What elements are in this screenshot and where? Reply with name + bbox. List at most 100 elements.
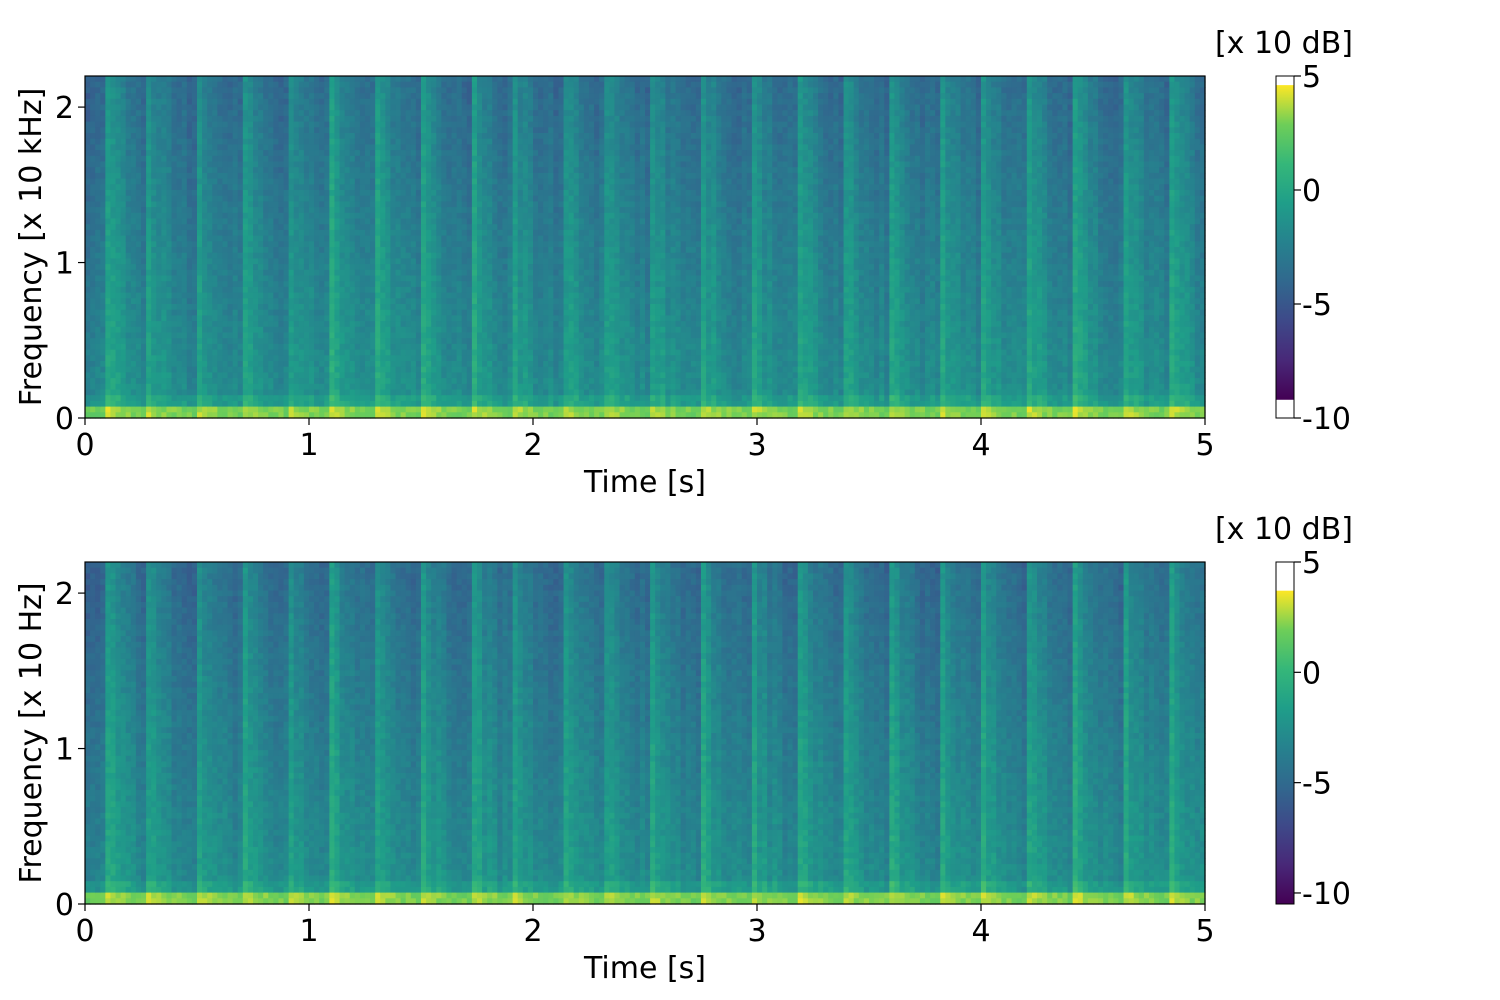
spectrogram-cell bbox=[100, 378, 106, 384]
spectrogram-cell bbox=[177, 384, 183, 390]
spectrogram-cell bbox=[319, 127, 325, 133]
spectrogram-cell bbox=[273, 179, 279, 185]
spectrogram-cell bbox=[284, 401, 290, 407]
spectrogram-cell bbox=[467, 139, 473, 145]
spectrogram-cell bbox=[161, 184, 167, 190]
spectrogram-cell bbox=[268, 247, 274, 253]
spectrogram-cell bbox=[375, 144, 381, 150]
spectrogram-cell bbox=[151, 105, 157, 111]
spectrogram-cell bbox=[334, 184, 340, 190]
spectrogram-cell bbox=[319, 298, 325, 304]
spectrogram-cell bbox=[182, 310, 188, 316]
spectrogram-cell bbox=[110, 367, 116, 373]
spectrogram-cell bbox=[284, 133, 290, 139]
spectrogram-cell bbox=[126, 241, 132, 247]
spectrogram-cell bbox=[222, 110, 228, 116]
spectrogram-cell bbox=[95, 315, 101, 321]
spectrogram-cell bbox=[202, 258, 208, 264]
spectrogram-cell bbox=[95, 150, 101, 156]
spectrogram-cell bbox=[110, 355, 116, 361]
spectrogram-cell bbox=[385, 201, 391, 207]
spectrogram-cell bbox=[421, 105, 427, 111]
spectrogram-cell bbox=[273, 350, 279, 356]
spectrogram-cell bbox=[192, 127, 198, 133]
spectrogram-cell bbox=[131, 384, 137, 390]
spectrogram-cell bbox=[187, 87, 193, 93]
spectrogram-cell bbox=[472, 361, 478, 367]
spectrogram-cell bbox=[426, 310, 432, 316]
spectrogram-cell bbox=[105, 276, 111, 282]
spectrogram-cell bbox=[207, 224, 213, 230]
spectrogram-cell bbox=[477, 287, 483, 293]
spectrogram-cell bbox=[365, 287, 371, 293]
spectrogram-cell bbox=[462, 321, 468, 327]
spectrogram-cell bbox=[370, 281, 376, 287]
spectrogram-cell bbox=[446, 247, 452, 253]
spectrogram-cell bbox=[100, 258, 106, 264]
spectrogram-cell bbox=[385, 344, 391, 350]
spectrogram-cell bbox=[340, 350, 346, 356]
spectrogram-cell bbox=[426, 395, 432, 401]
spectrogram-cell bbox=[278, 110, 284, 116]
spectrogram-cell bbox=[334, 401, 340, 407]
spectrogram-cell bbox=[238, 105, 244, 111]
spectrogram-cell bbox=[294, 361, 300, 367]
spectrogram-cell bbox=[248, 241, 254, 247]
spectrogram-cell bbox=[446, 190, 452, 196]
spectrogram-cell bbox=[95, 344, 101, 350]
spectrogram-cell bbox=[340, 236, 346, 242]
spectrogram-cell bbox=[151, 310, 157, 316]
spectrogram-cell bbox=[487, 150, 493, 156]
spectrogram-cell bbox=[116, 338, 122, 344]
spectrogram-cell bbox=[350, 253, 356, 259]
spectrogram-cell bbox=[253, 321, 259, 327]
spectrogram-cell bbox=[156, 162, 162, 168]
spectrogram-cell bbox=[360, 196, 366, 202]
spectrogram-cell bbox=[100, 230, 106, 236]
spectrogram-cell bbox=[411, 122, 417, 128]
spectrogram-cell bbox=[477, 253, 483, 259]
spectrogram-cell bbox=[467, 99, 473, 105]
spectrogram-cell bbox=[289, 270, 295, 276]
spectrogram-cell bbox=[360, 179, 366, 185]
spectrogram-cell bbox=[258, 87, 264, 93]
spectrogram-cell bbox=[177, 219, 183, 225]
spectrogram-cell bbox=[375, 264, 381, 270]
spectrogram-cell bbox=[309, 82, 315, 88]
spectrogram-cell bbox=[401, 150, 407, 156]
spectrogram-cell bbox=[452, 287, 458, 293]
spectrogram-cell bbox=[100, 367, 106, 373]
spectrogram-cell bbox=[187, 264, 193, 270]
spectrogram-cell bbox=[396, 196, 402, 202]
spectrogram-cell bbox=[217, 110, 223, 116]
spectrogram-cell bbox=[319, 87, 325, 93]
spectrogram-cell bbox=[294, 201, 300, 207]
spectrogram-cell bbox=[502, 372, 508, 378]
spectrogram-cell bbox=[192, 258, 198, 264]
spectrogram-cell bbox=[151, 372, 157, 378]
spectrogram-cell bbox=[151, 99, 157, 105]
spectrogram-cell bbox=[289, 395, 295, 401]
spectrogram-cell bbox=[329, 162, 335, 168]
spectrogram-cell bbox=[263, 116, 269, 122]
spectrogram-cell bbox=[477, 87, 483, 93]
spectrogram-cell bbox=[248, 144, 254, 150]
spectrogram-cell bbox=[340, 76, 346, 82]
spectrogram-cell bbox=[446, 407, 452, 413]
spectrogram-cell bbox=[166, 407, 172, 413]
spectrogram-cell bbox=[436, 401, 442, 407]
spectrogram-cell bbox=[85, 298, 91, 304]
spectrogram-cell bbox=[406, 122, 412, 128]
spectrogram-cell bbox=[105, 390, 111, 396]
spectrogram-cell bbox=[380, 201, 386, 207]
spectrogram-cell bbox=[268, 264, 274, 270]
spectrogram-cell bbox=[161, 213, 167, 219]
spectrogram-cell bbox=[355, 110, 361, 116]
spectrogram-cell bbox=[319, 190, 325, 196]
spectrogram-cell bbox=[95, 378, 101, 384]
spectrogram-cell bbox=[385, 99, 391, 105]
spectrogram-cell bbox=[416, 401, 422, 407]
spectrogram-cell bbox=[497, 367, 503, 373]
spectrogram-cell bbox=[365, 281, 371, 287]
spectrogram-cell bbox=[268, 167, 274, 173]
